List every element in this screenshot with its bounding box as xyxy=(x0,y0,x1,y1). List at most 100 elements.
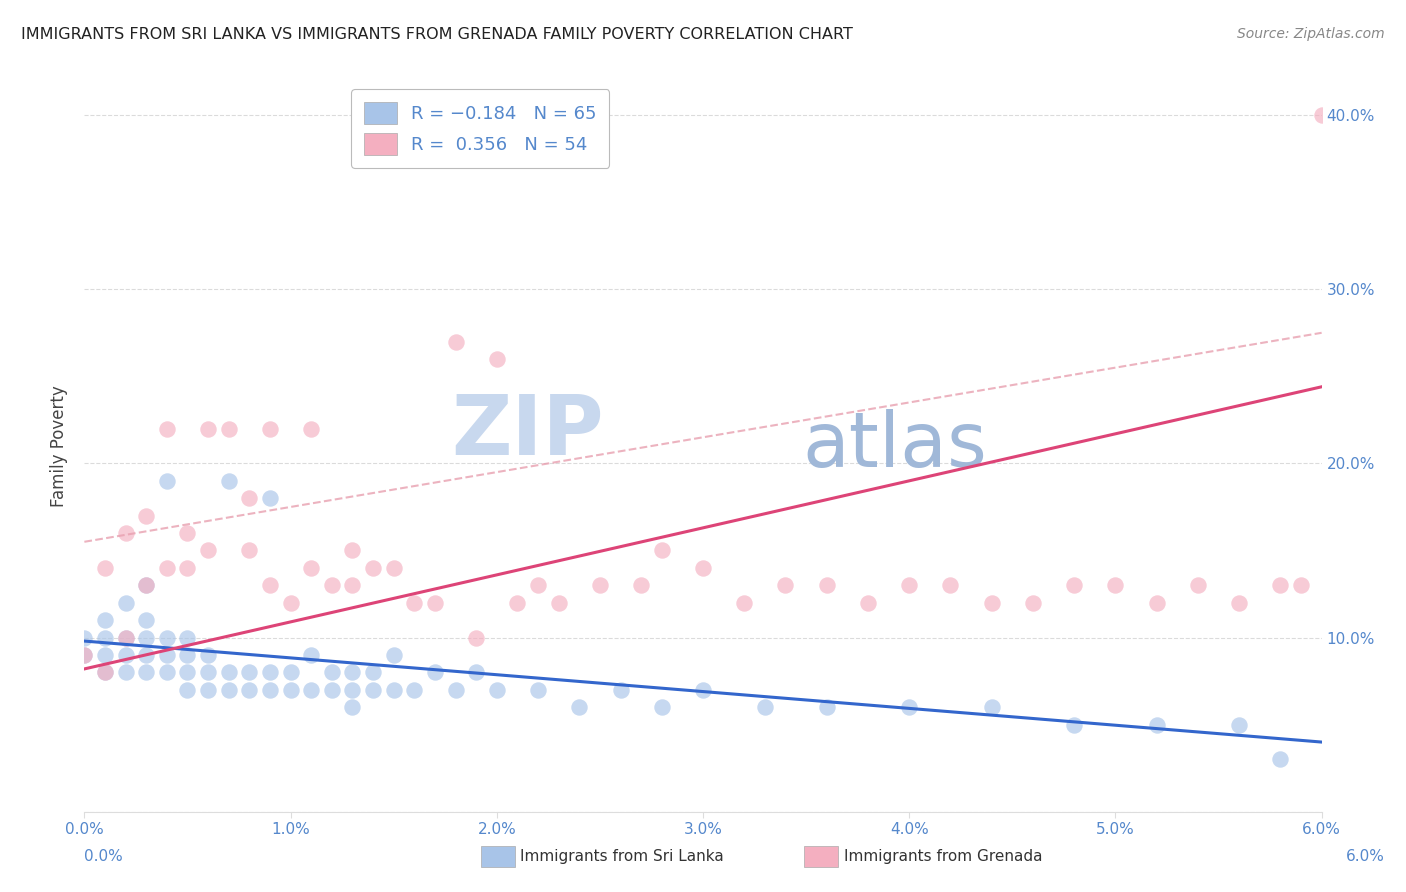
Text: Immigrants from Grenada: Immigrants from Grenada xyxy=(844,849,1042,863)
Point xyxy=(1063,578,1085,592)
Point xyxy=(465,665,488,680)
Point xyxy=(980,596,1002,610)
Point xyxy=(299,421,322,435)
Point xyxy=(1146,596,1168,610)
Point xyxy=(1187,578,1209,592)
Point xyxy=(754,700,776,714)
Point xyxy=(361,561,384,575)
Point xyxy=(135,648,157,662)
Point xyxy=(342,700,364,714)
Point xyxy=(218,682,240,697)
Point xyxy=(980,700,1002,714)
Point xyxy=(156,474,179,488)
Point xyxy=(815,700,838,714)
Point xyxy=(280,682,302,697)
Point xyxy=(238,665,260,680)
Point xyxy=(73,648,96,662)
Point xyxy=(114,526,136,541)
Point xyxy=(444,334,467,349)
Text: ZIP: ZIP xyxy=(451,391,605,472)
Point xyxy=(444,682,467,697)
Point xyxy=(321,578,343,592)
Legend: R = −0.184   N = 65, R =  0.356   N = 54: R = −0.184 N = 65, R = 0.356 N = 54 xyxy=(352,89,609,168)
Point xyxy=(361,682,384,697)
Point xyxy=(342,543,364,558)
Point xyxy=(94,665,117,680)
Point xyxy=(197,543,219,558)
Point xyxy=(135,578,157,592)
Point xyxy=(1022,596,1045,610)
Point xyxy=(135,665,157,680)
Point xyxy=(939,578,962,592)
Text: 6.0%: 6.0% xyxy=(1346,849,1385,863)
Point xyxy=(404,682,426,697)
Point xyxy=(1310,108,1333,122)
Point xyxy=(94,665,117,680)
Point xyxy=(73,648,96,662)
Point xyxy=(114,631,136,645)
Point xyxy=(299,648,322,662)
Point xyxy=(898,700,921,714)
Point xyxy=(156,631,179,645)
Point xyxy=(651,543,673,558)
Point xyxy=(527,578,550,592)
Point xyxy=(299,561,322,575)
Point xyxy=(197,648,219,662)
Text: Source: ZipAtlas.com: Source: ZipAtlas.com xyxy=(1237,27,1385,41)
Point xyxy=(280,665,302,680)
Point xyxy=(1227,596,1250,610)
Point xyxy=(299,682,322,697)
Point xyxy=(238,543,260,558)
Point xyxy=(547,596,569,610)
Point xyxy=(321,665,343,680)
Point xyxy=(73,631,96,645)
Point xyxy=(176,648,198,662)
Text: IMMIGRANTS FROM SRI LANKA VS IMMIGRANTS FROM GRENADA FAMILY POVERTY CORRELATION : IMMIGRANTS FROM SRI LANKA VS IMMIGRANTS … xyxy=(21,27,853,42)
Point xyxy=(733,596,755,610)
Point xyxy=(692,561,714,575)
Point xyxy=(197,682,219,697)
Point xyxy=(1063,717,1085,731)
Point xyxy=(1104,578,1126,592)
Point xyxy=(589,578,612,592)
Point xyxy=(135,508,157,523)
Point xyxy=(135,578,157,592)
Text: atlas: atlas xyxy=(801,409,987,483)
Point xyxy=(465,631,488,645)
Point xyxy=(568,700,591,714)
Point xyxy=(156,665,179,680)
Point xyxy=(404,596,426,610)
Point xyxy=(382,648,405,662)
Point xyxy=(485,351,508,366)
Point xyxy=(321,682,343,697)
Point xyxy=(156,648,179,662)
Point xyxy=(280,596,302,610)
Point xyxy=(156,561,179,575)
Point xyxy=(135,613,157,627)
Point xyxy=(527,682,550,697)
Point xyxy=(238,491,260,506)
Point xyxy=(218,474,240,488)
Point xyxy=(775,578,797,592)
Point xyxy=(361,665,384,680)
Point xyxy=(259,578,281,592)
Point xyxy=(382,682,405,697)
Point xyxy=(423,596,446,610)
Point xyxy=(135,631,157,645)
Point xyxy=(197,421,219,435)
Point xyxy=(218,665,240,680)
Point xyxy=(114,596,136,610)
Point xyxy=(238,682,260,697)
Point xyxy=(259,421,281,435)
Text: Immigrants from Sri Lanka: Immigrants from Sri Lanka xyxy=(520,849,724,863)
Point xyxy=(651,700,673,714)
Point xyxy=(176,631,198,645)
Point xyxy=(94,613,117,627)
Point xyxy=(1227,717,1250,731)
Point xyxy=(342,682,364,697)
Y-axis label: Family Poverty: Family Poverty xyxy=(51,385,69,507)
Point xyxy=(342,578,364,592)
Point xyxy=(898,578,921,592)
Point xyxy=(1270,578,1292,592)
Point xyxy=(1289,578,1312,592)
